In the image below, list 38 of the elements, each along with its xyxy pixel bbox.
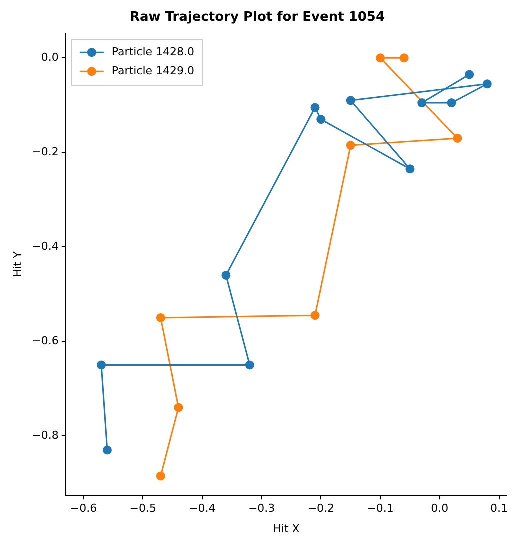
y-tick-label: −0.6 <box>32 334 59 348</box>
point <box>453 134 462 143</box>
point <box>310 103 320 112</box>
point <box>447 98 456 108</box>
point <box>102 446 112 455</box>
x-axis-title: Hit X <box>273 522 300 536</box>
chart-title: Raw Trajectory Plot for Event 1054 <box>130 10 386 26</box>
point <box>346 96 356 106</box>
point <box>156 472 166 481</box>
point <box>418 98 427 108</box>
legend-label: Particle 1428.0 <box>112 45 195 58</box>
point <box>346 141 356 150</box>
x-tick-label: −0.1 <box>367 502 394 516</box>
point <box>400 54 409 63</box>
y-tick-label: −0.4 <box>32 240 59 253</box>
point <box>316 115 326 124</box>
point <box>310 311 320 320</box>
x-tick-label: 0.1 <box>490 502 508 516</box>
point <box>245 360 254 370</box>
x-tick-label: −0.3 <box>248 502 276 516</box>
x-tick-label: −0.5 <box>130 502 156 516</box>
x-tick-label: 0.0 <box>431 502 449 516</box>
x-tick-label: −0.4 <box>189 502 216 516</box>
y-tick-label: −0.8 <box>32 428 59 442</box>
y-tick-label: 0.0 <box>41 51 59 64</box>
point <box>376 54 386 63</box>
point <box>97 360 106 370</box>
x-tick-label: −0.2 <box>308 502 335 516</box>
point <box>465 70 474 80</box>
point <box>174 403 184 412</box>
y-tick-label: −0.2 <box>32 146 59 158</box>
point <box>156 313 166 322</box>
point <box>222 270 231 280</box>
legend-label: Particle 1429.0 <box>112 64 195 78</box>
y-axis-title: Hit Y <box>11 251 24 278</box>
point <box>482 80 492 89</box>
point <box>406 164 415 174</box>
x-tick-label: −0.6 <box>70 502 98 516</box>
